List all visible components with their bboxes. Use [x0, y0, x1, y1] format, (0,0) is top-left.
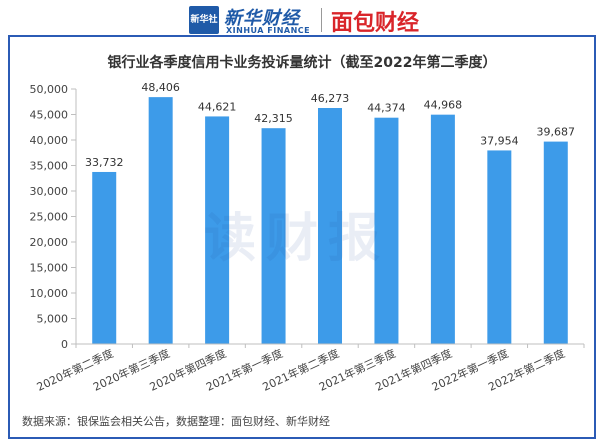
y-tick-label: 10,000	[30, 287, 69, 300]
y-tick-label: 35,000	[30, 160, 69, 173]
bar	[318, 108, 342, 345]
bars	[92, 97, 568, 345]
y-tick-label: 20,000	[30, 236, 69, 249]
x-axis: 2020年第二季度2020年第三季度2020年第四季度2021年第一季度2021…	[34, 343, 585, 394]
bar-value-label: 39,687	[537, 126, 576, 139]
outer-border	[8, 35, 596, 439]
bar	[205, 116, 230, 345]
bar	[92, 171, 117, 344]
data-source-note: 数据来源：银保监会相关公告，数据整理：面包财经、新华财经	[22, 415, 330, 428]
bar	[261, 128, 286, 344]
bar-value-label: 44,621	[198, 100, 237, 113]
chart-title: 银行业各季度信用卡业务投诉量统计（截至2022年第二季度）	[107, 55, 497, 71]
y-tick-label: 45,000	[30, 109, 69, 122]
bar-value-label: 37,954	[480, 134, 519, 147]
data-labels: 33,732 48,406 44,621 42,315 46,273 44,374 44,9…	[85, 81, 575, 169]
mianbao-finance-logo: 面包财经	[331, 11, 420, 36]
bar-value-label: 44,968	[424, 99, 463, 112]
logo-divider	[321, 8, 322, 32]
watermark: 读财报	[204, 209, 391, 269]
xinhua-finance-en: XINHUA FINANCE	[226, 26, 311, 35]
y-tick-label: 25,000	[30, 211, 69, 224]
bar	[374, 117, 399, 344]
bar	[543, 141, 568, 344]
bar	[487, 150, 512, 344]
y-tick-label: 0	[61, 338, 68, 351]
bar	[148, 97, 173, 345]
y-axis: 0 5,000 10,000 15,000 20,000 25,000 30,000 35,0…	[30, 83, 77, 351]
y-tick-label: 50,000	[30, 83, 69, 96]
y-tick-label: 40,000	[30, 134, 69, 147]
y-tick-label: 15,000	[30, 262, 69, 275]
y-tick-label: 5,000	[37, 313, 69, 326]
xinhua-logo-icon: 新华社	[189, 6, 219, 34]
bar-value-label: 44,374	[367, 102, 406, 115]
bar-value-label: 46,273	[311, 92, 350, 105]
header: 新华社 新华财经 XINHUA FINANCE 面包财经	[0, 0, 604, 40]
xinhua-finance-logo: 新华财经	[224, 8, 300, 29]
bar-value-label: 33,732	[85, 156, 124, 169]
bar	[430, 114, 455, 344]
y-tick-label: 30,000	[30, 185, 69, 198]
bar-value-label: 42,315	[254, 112, 293, 125]
bar-value-label: 48,406	[141, 81, 180, 94]
